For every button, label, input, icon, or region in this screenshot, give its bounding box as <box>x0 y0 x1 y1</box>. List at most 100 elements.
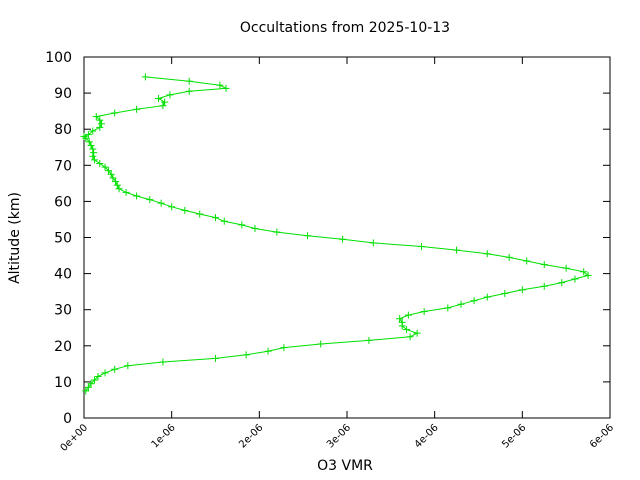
data-point <box>133 192 141 200</box>
axis-ticks <box>83 56 611 419</box>
y-tick-label: 90 <box>54 86 72 102</box>
data-point <box>404 311 412 319</box>
data-point <box>280 344 288 352</box>
data-point <box>540 282 548 290</box>
data-point <box>168 203 176 211</box>
data-point <box>111 109 119 117</box>
chart-title: Occultations from 2025-10-13 <box>240 20 450 36</box>
data-point <box>196 210 204 218</box>
data-point <box>96 116 104 124</box>
data-point <box>222 84 230 92</box>
data-point <box>251 224 259 232</box>
data-point <box>483 250 491 258</box>
data-point <box>453 246 461 254</box>
data-point <box>155 95 163 103</box>
data-point <box>157 199 165 207</box>
data-point <box>82 387 90 395</box>
data-point <box>96 123 104 131</box>
data-point <box>122 188 130 196</box>
data-point <box>365 336 373 344</box>
data-point <box>107 170 115 178</box>
y-tick-label: 100 <box>45 50 72 66</box>
y-tick-label: 0 <box>63 411 72 427</box>
data-point <box>89 145 97 153</box>
data-point <box>518 286 526 294</box>
data-point <box>159 102 167 110</box>
data-point <box>418 243 426 251</box>
x-tick-label: 1e-06 <box>150 422 178 450</box>
data-point <box>580 268 588 276</box>
data-point <box>98 120 106 128</box>
data-point <box>109 174 117 182</box>
data-point <box>264 347 272 355</box>
data-point <box>89 127 97 135</box>
data-point <box>166 91 174 99</box>
y-tick-label: 10 <box>54 375 72 391</box>
data-point <box>112 178 120 186</box>
x-tick-label: 6e-06 <box>588 422 616 450</box>
data-point <box>133 105 141 113</box>
data-point <box>242 351 250 359</box>
data-point <box>339 235 347 243</box>
data-point <box>85 138 93 146</box>
data-point <box>457 300 465 308</box>
data-point <box>105 167 113 175</box>
data-point <box>87 380 95 388</box>
data-point <box>159 358 167 366</box>
data-point <box>558 279 566 287</box>
y-tick-label: 40 <box>54 267 72 283</box>
series-markers <box>80 73 592 395</box>
data-point <box>101 163 109 171</box>
data-point <box>84 383 92 391</box>
y-tick-label: 50 <box>54 231 72 247</box>
data-point <box>89 152 97 160</box>
data-point <box>80 132 88 140</box>
x-tick-label: 2e-06 <box>237 422 265 450</box>
data-point <box>91 156 99 164</box>
data-point <box>540 261 548 269</box>
data-point <box>212 354 219 362</box>
data-point <box>220 217 228 225</box>
data-point <box>396 315 404 323</box>
data-point <box>216 81 224 89</box>
data-point <box>113 181 121 189</box>
y-tick-label: 80 <box>54 122 72 138</box>
data-point <box>111 365 119 373</box>
data-point <box>304 232 312 240</box>
data-point <box>483 293 491 301</box>
data-point <box>584 271 592 279</box>
data-point <box>420 308 428 316</box>
y-axis-label: Altitude (km) <box>7 192 23 284</box>
y-tick-label: 60 <box>54 194 72 210</box>
series-o3-profile <box>80 73 592 395</box>
data-point <box>523 257 531 265</box>
x-tick-label: 3e-06 <box>325 422 353 450</box>
data-point <box>571 275 579 283</box>
data-point <box>273 228 281 236</box>
data-point <box>505 253 513 261</box>
data-point <box>115 185 123 193</box>
data-point <box>185 87 193 95</box>
data-point <box>413 329 421 337</box>
data-point <box>406 333 414 341</box>
data-point <box>96 159 104 167</box>
y-tick-label: 70 <box>54 158 72 174</box>
data-point <box>101 369 109 377</box>
y-tick-label: 20 <box>54 339 72 355</box>
data-point <box>92 113 100 121</box>
x-tick-label: 0e+00 <box>59 422 91 454</box>
x-axis-label: O3 VMR <box>317 458 373 474</box>
data-point <box>185 77 193 85</box>
x-tick-label: 4e-06 <box>413 422 441 450</box>
data-point <box>444 304 452 312</box>
data-point <box>82 134 90 142</box>
data-point <box>470 297 478 305</box>
data-point <box>501 289 509 297</box>
data-point <box>94 372 102 380</box>
data-point <box>562 264 570 272</box>
data-point <box>317 340 325 348</box>
data-point <box>124 362 132 370</box>
y-tick-label: 30 <box>54 303 72 319</box>
x-tick-labels: 0e+00 1e-06 2e-06 3e-06 4e-06 5e-06 6e-06 <box>59 422 617 454</box>
